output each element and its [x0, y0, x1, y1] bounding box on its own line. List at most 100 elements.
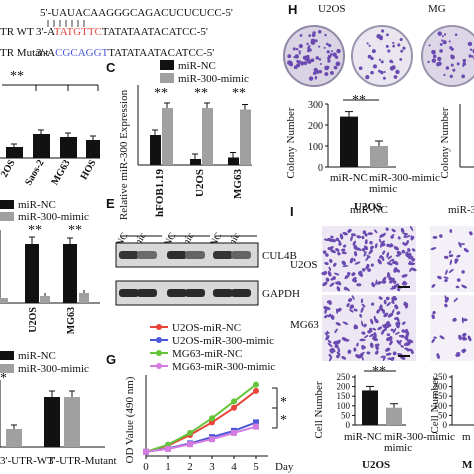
tick-label: U2OS [194, 169, 206, 197]
band-gapdh [119, 289, 139, 297]
colony [389, 66, 395, 71]
colony [442, 40, 447, 45]
cell [407, 261, 414, 266]
colony [295, 48, 299, 51]
cell [341, 337, 346, 341]
cell [361, 235, 365, 240]
data-point [231, 404, 237, 411]
cell [350, 233, 357, 237]
legend-label: MG63-miR-NC [172, 348, 242, 360]
cell [330, 249, 336, 254]
cell [436, 353, 440, 360]
cell [394, 304, 399, 310]
cell [388, 276, 392, 281]
cell [370, 318, 374, 325]
y-tick-label: 300 [308, 100, 323, 111]
cell [361, 247, 367, 251]
colony [371, 49, 376, 54]
colony [378, 58, 381, 61]
cell [404, 302, 409, 309]
cell [453, 297, 458, 303]
cell [374, 350, 379, 355]
cell [448, 254, 454, 257]
cell [379, 306, 384, 312]
series-line [145, 425, 257, 453]
cell [327, 342, 333, 348]
cell [347, 349, 352, 354]
colony [432, 54, 437, 59]
colony [382, 76, 386, 80]
cell [410, 235, 415, 241]
legend-label: MG63-miR-300-mimic [172, 361, 275, 373]
cell [456, 278, 461, 282]
cell [335, 281, 339, 285]
panel-h: H U2OS MG Colony Number 0 100 200 300 ** mi… [283, 2, 474, 213]
y-tick-label: 250 [337, 372, 351, 382]
tick-label: 3'-UTR-WT [0, 455, 54, 467]
colony-plate-partial [421, 25, 474, 87]
colony [327, 59, 331, 63]
cell [404, 347, 410, 351]
cell [372, 337, 379, 342]
cell [461, 317, 464, 324]
cell [327, 237, 333, 242]
cell [330, 235, 334, 239]
colony [370, 56, 374, 61]
bar [86, 140, 100, 158]
colony [287, 54, 292, 59]
x-tick-label: 3 [209, 461, 215, 473]
colony [439, 49, 443, 53]
data-point [143, 448, 149, 455]
cell [344, 274, 350, 280]
colony [318, 30, 322, 34]
bar [33, 134, 50, 158]
bars [150, 102, 251, 165]
panel-letter-c: C [106, 60, 116, 75]
cell [367, 268, 371, 272]
colony [452, 68, 456, 72]
sig-stars: ** ** ** [154, 86, 246, 101]
colony [469, 48, 473, 51]
colony [450, 47, 454, 51]
colony-plate-nc [283, 25, 345, 87]
colony [450, 63, 454, 67]
legend-swatch-mimic [0, 212, 14, 221]
colony [436, 62, 441, 67]
y-tick-label: 100 [308, 142, 323, 153]
colony [437, 31, 443, 36]
tick-label: 2OS [0, 158, 18, 180]
colony [323, 46, 326, 49]
y-tick-label: 200 [337, 382, 351, 392]
col-label-nc: miR-NC [350, 204, 388, 216]
sig-stars: ** [10, 69, 24, 84]
colony [380, 29, 385, 33]
cell [449, 229, 453, 233]
cell [322, 281, 328, 287]
colony [437, 56, 442, 61]
cell [448, 268, 454, 274]
cell [469, 231, 473, 236]
cell [431, 314, 435, 320]
cell [364, 334, 369, 338]
legend-marker [156, 350, 162, 356]
cell [430, 247, 437, 251]
bar-mimic [162, 108, 173, 165]
legend-marker [156, 337, 162, 343]
cell [354, 261, 361, 265]
colony [450, 54, 454, 58]
cell [329, 282, 335, 287]
cell [410, 267, 417, 272]
cell [431, 338, 435, 343]
y-axis-label-2: Colony Number [439, 107, 451, 179]
cell [360, 298, 364, 304]
legend-nc: miR-NC [178, 60, 216, 72]
transwell-u2os-nc [322, 226, 416, 292]
cell [360, 306, 364, 313]
cell [327, 270, 332, 277]
cell [361, 303, 366, 308]
cell [376, 281, 382, 285]
pairing-ticks [47, 20, 85, 27]
colony [368, 44, 371, 47]
